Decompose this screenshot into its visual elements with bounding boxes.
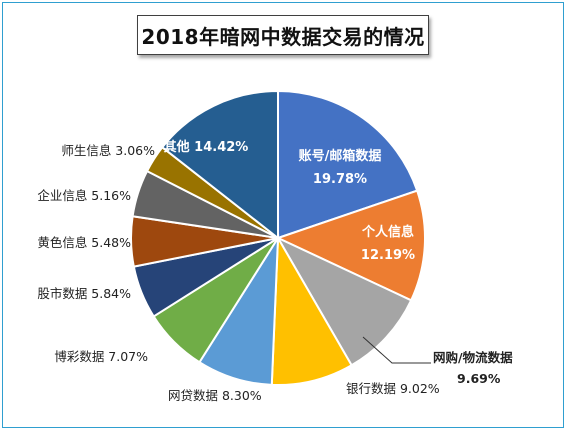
slice-4-wedge (270, 234, 353, 386)
slice-1-value-label: 19.78% (313, 172, 367, 187)
slice-11-label: 其他 14.42% (164, 139, 249, 155)
slice-3-wedge (275, 235, 413, 367)
chart-title-box: 2018年暗网中数据交易的情况 (137, 15, 429, 55)
slice-8-label: 黄色信息 5.48% (37, 235, 131, 250)
slice-1-wedge (277, 89, 419, 240)
slice-1-label: 账号/邮箱数据 (299, 148, 382, 164)
slice-6-label: 博彩数据 7.07% (54, 349, 148, 364)
slice-3-value-label: 9.69% (457, 371, 501, 386)
slice-11-wedge (160, 89, 279, 241)
slice-4-label: 银行数据 9.02% (346, 381, 440, 396)
slice-5-label: 网贷数据 8.30% (168, 388, 262, 403)
chart-title: 2018年暗网中数据交易的情况 (141, 24, 425, 49)
slice-3-label: 网购/物流数据 (433, 350, 513, 365)
slice-2-label: 个人信息 (361, 224, 414, 240)
slice-9-label: 企业信息 5.16% (37, 188, 131, 203)
slice-3-leader-line (362, 336, 431, 364)
slice-2-value-label: 12.19% (361, 248, 415, 263)
slice-10-label: 师生信息 3.06% (61, 143, 155, 158)
pie-slices (130, 89, 426, 386)
slice-7-label: 股市数据 5.84% (37, 286, 131, 301)
pie-labels: 账号/邮箱数据 19.78% 个人信息 12.19% 网购/物流数据 9.69% 银行数据 … (37, 139, 513, 403)
slice-2-wedge (275, 189, 426, 302)
